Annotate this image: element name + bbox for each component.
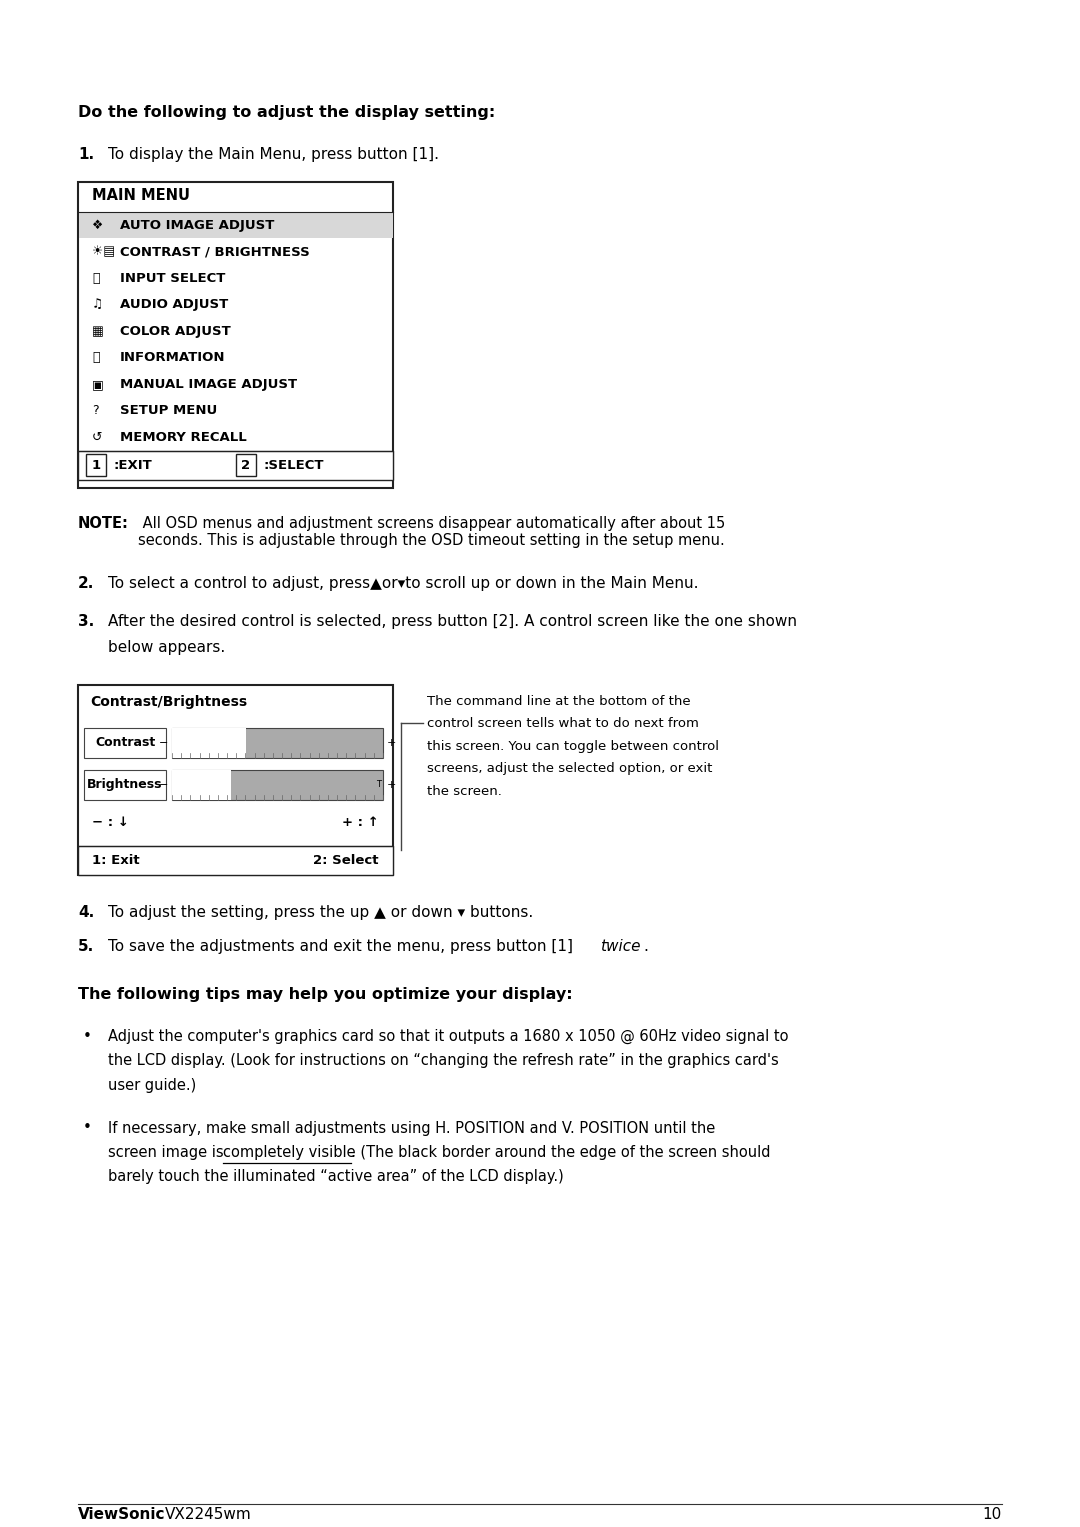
Text: the LCD display. (Look for instructions on “changing the refresh rate” in the gr: the LCD display. (Look for instructions … — [108, 1054, 779, 1069]
Text: MAIN MENU: MAIN MENU — [92, 188, 190, 203]
Text: screen image is: screen image is — [108, 1145, 228, 1161]
Text: :EXIT: :EXIT — [113, 458, 152, 472]
Text: 4.: 4. — [78, 906, 94, 919]
Text: MANUAL IMAGE ADJUST: MANUAL IMAGE ADJUST — [120, 377, 297, 391]
Text: INFORMATION: INFORMATION — [120, 351, 226, 365]
Text: To adjust the setting, press the up ▲ or down ▾ buttons.: To adjust the setting, press the up ▲ or… — [108, 906, 534, 919]
Text: •: • — [83, 1029, 92, 1044]
Text: ViewSonic: ViewSonic — [78, 1507, 165, 1522]
Bar — [78, 182, 393, 489]
Text: −: − — [159, 780, 168, 789]
Bar — [78, 450, 393, 479]
Bar — [172, 728, 383, 757]
Text: +: + — [387, 780, 396, 789]
Text: CONTRAST / BRIGHTNESS: CONTRAST / BRIGHTNESS — [120, 246, 310, 258]
Text: completely visible: completely visible — [222, 1145, 355, 1161]
Text: To select a control to adjust, press▲or▾to scroll up or down in the Main Menu.: To select a control to adjust, press▲or▾… — [108, 576, 699, 591]
Text: this screen. You can toggle between control: this screen. You can toggle between cont… — [427, 741, 719, 753]
Text: Adjust the computer's graphics card so that it outputs a 1680 x 1050 @ 60Hz vide: Adjust the computer's graphics card so t… — [108, 1029, 788, 1044]
Text: :SELECT: :SELECT — [264, 458, 324, 472]
Text: ♫: ♫ — [92, 298, 104, 312]
Text: Brightness: Brightness — [87, 779, 163, 791]
Text: MEMORY RECALL: MEMORY RECALL — [120, 431, 246, 444]
Text: ☀▤: ☀▤ — [92, 246, 114, 258]
Text: ⓘ: ⓘ — [92, 351, 99, 365]
Bar — [237, 454, 256, 476]
Bar — [78, 846, 393, 875]
Text: To save the adjustments and exit the menu, press button [1]: To save the adjustments and exit the men… — [108, 939, 578, 954]
Bar — [79, 212, 392, 238]
Text: NOTE:: NOTE: — [78, 516, 129, 531]
Text: The command line at the bottom of the: The command line at the bottom of the — [427, 695, 690, 709]
Text: ↺: ↺ — [92, 431, 103, 444]
Text: INPUT SELECT: INPUT SELECT — [120, 272, 226, 284]
Text: T: T — [376, 780, 381, 789]
Bar — [78, 686, 393, 875]
Text: ?: ? — [92, 405, 98, 417]
Text: 1: 1 — [92, 458, 100, 472]
Text: Contrast: Contrast — [95, 736, 156, 750]
Text: control screen tells what to do next from: control screen tells what to do next fro… — [427, 718, 699, 730]
Bar — [172, 770, 231, 800]
Bar — [172, 770, 383, 800]
Text: .: . — [643, 939, 648, 954]
Text: COLOR ADJUST: COLOR ADJUST — [120, 325, 231, 337]
Text: the screen.: the screen. — [427, 785, 502, 799]
Text: + : ↑: + : ↑ — [342, 817, 379, 829]
Text: barely touch the illuminated “active area” of the LCD display.): barely touch the illuminated “active are… — [108, 1170, 564, 1185]
Text: 1: Exit: 1: Exit — [92, 854, 139, 867]
Text: 5.: 5. — [78, 939, 94, 954]
Text: − : ↓: − : ↓ — [92, 817, 129, 829]
Text: If necessary, make small adjustments using H. POSITION and V. POSITION until the: If necessary, make small adjustments usi… — [108, 1121, 715, 1136]
Text: 2: Select: 2: Select — [313, 854, 379, 867]
Text: All OSD menus and adjustment screens disappear automatically after about 15
seco: All OSD menus and adjustment screens dis… — [138, 516, 726, 548]
Text: below appears.: below appears. — [108, 640, 226, 655]
Text: user guide.): user guide.) — [108, 1078, 197, 1093]
Text: 2.: 2. — [78, 576, 94, 591]
Text: The following tips may help you optimize your display:: The following tips may help you optimize… — [78, 986, 572, 1002]
Text: 2: 2 — [242, 458, 251, 472]
Text: ⎉: ⎉ — [92, 272, 99, 284]
Text: AUDIO ADJUST: AUDIO ADJUST — [120, 298, 228, 312]
Text: To display the Main Menu, press button [1].: To display the Main Menu, press button [… — [108, 147, 438, 162]
Text: twice: twice — [600, 939, 640, 954]
Text: SETUP MENU: SETUP MENU — [120, 405, 217, 417]
Text: ▣: ▣ — [92, 377, 104, 391]
Text: . (The black border around the edge of the screen should: . (The black border around the edge of t… — [351, 1145, 770, 1161]
Text: ❖: ❖ — [92, 218, 104, 232]
Text: AUTO IMAGE ADJUST: AUTO IMAGE ADJUST — [120, 218, 274, 232]
Text: screens, adjust the selected option, or exit: screens, adjust the selected option, or … — [427, 762, 713, 776]
Text: Do the following to adjust the display setting:: Do the following to adjust the display s… — [78, 105, 496, 121]
Text: VX2245wm: VX2245wm — [165, 1507, 252, 1522]
Bar — [86, 454, 106, 476]
Text: +: + — [387, 738, 396, 748]
Text: 3.: 3. — [78, 614, 94, 629]
Text: After the desired control is selected, press button [2]. A control screen like t: After the desired control is selected, p… — [108, 614, 797, 629]
Bar — [84, 770, 166, 800]
Text: ▦: ▦ — [92, 325, 104, 337]
Bar — [172, 728, 246, 757]
Text: •: • — [83, 1121, 92, 1136]
Text: 10: 10 — [983, 1507, 1002, 1522]
Text: 1.: 1. — [78, 147, 94, 162]
Bar — [84, 728, 166, 757]
Text: Contrast/Brightness: Contrast/Brightness — [90, 695, 247, 709]
Text: −: − — [159, 738, 168, 748]
